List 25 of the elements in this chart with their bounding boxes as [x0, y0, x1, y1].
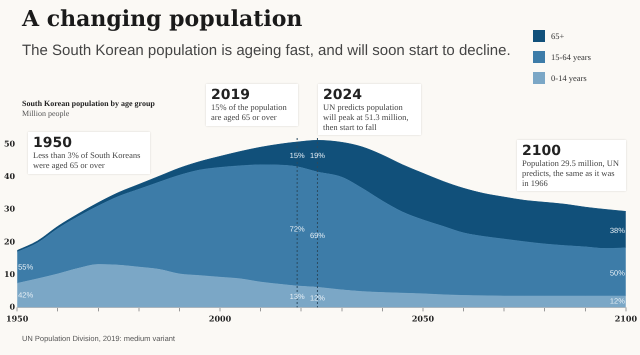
y-tick-label: 40: [4, 171, 16, 182]
x-tick-label: 2000: [208, 313, 232, 324]
x-tick-label: 2050: [412, 313, 435, 324]
y-axis-title: Million people: [22, 109, 70, 118]
legend-label: 0-14 years: [551, 72, 587, 82]
y-tick-label: 30: [4, 204, 16, 214]
y-tick-label: 50: [4, 138, 16, 149]
x-tick-label: 2100: [614, 313, 638, 324]
annotation: Population 29.5 million, UN predicts, the same as it was in 1966: [522, 158, 620, 188]
y-tick-label: 20: [4, 236, 16, 246]
callout-box: 2019 15% of the population are aged 65 or over: [206, 84, 298, 126]
y-tick-label: 0: [10, 301, 16, 312]
legend-label: 65+: [551, 30, 564, 40]
callout-box: 1950 Less than 3% of South Koreans were aged 65 or over: [28, 132, 150, 174]
chart-title: A changing population: [22, 6, 302, 32]
callout-box: 2100 Population 29.5 million, UN predicts, the same as it was in 1966: [517, 140, 626, 192]
chart-subtitle: The South Korean population is ageing fast, and will soon start to decline.: [22, 42, 511, 59]
annotation: 1950: [33, 135, 73, 151]
annotation: 2100: [522, 143, 562, 159]
callout-box: 2024 UN predicts population will peak at 51.3 million, then start to fall: [318, 84, 421, 136]
annotation: Less than 3% of South Koreans were aged 65 or over: [33, 150, 142, 171]
x-tick-label: 1950: [6, 313, 29, 324]
y-tick-label: 10: [4, 268, 16, 279]
legend-label: 15-64 years: [551, 52, 591, 62]
text: South Korean population by age group: [22, 99, 155, 108]
